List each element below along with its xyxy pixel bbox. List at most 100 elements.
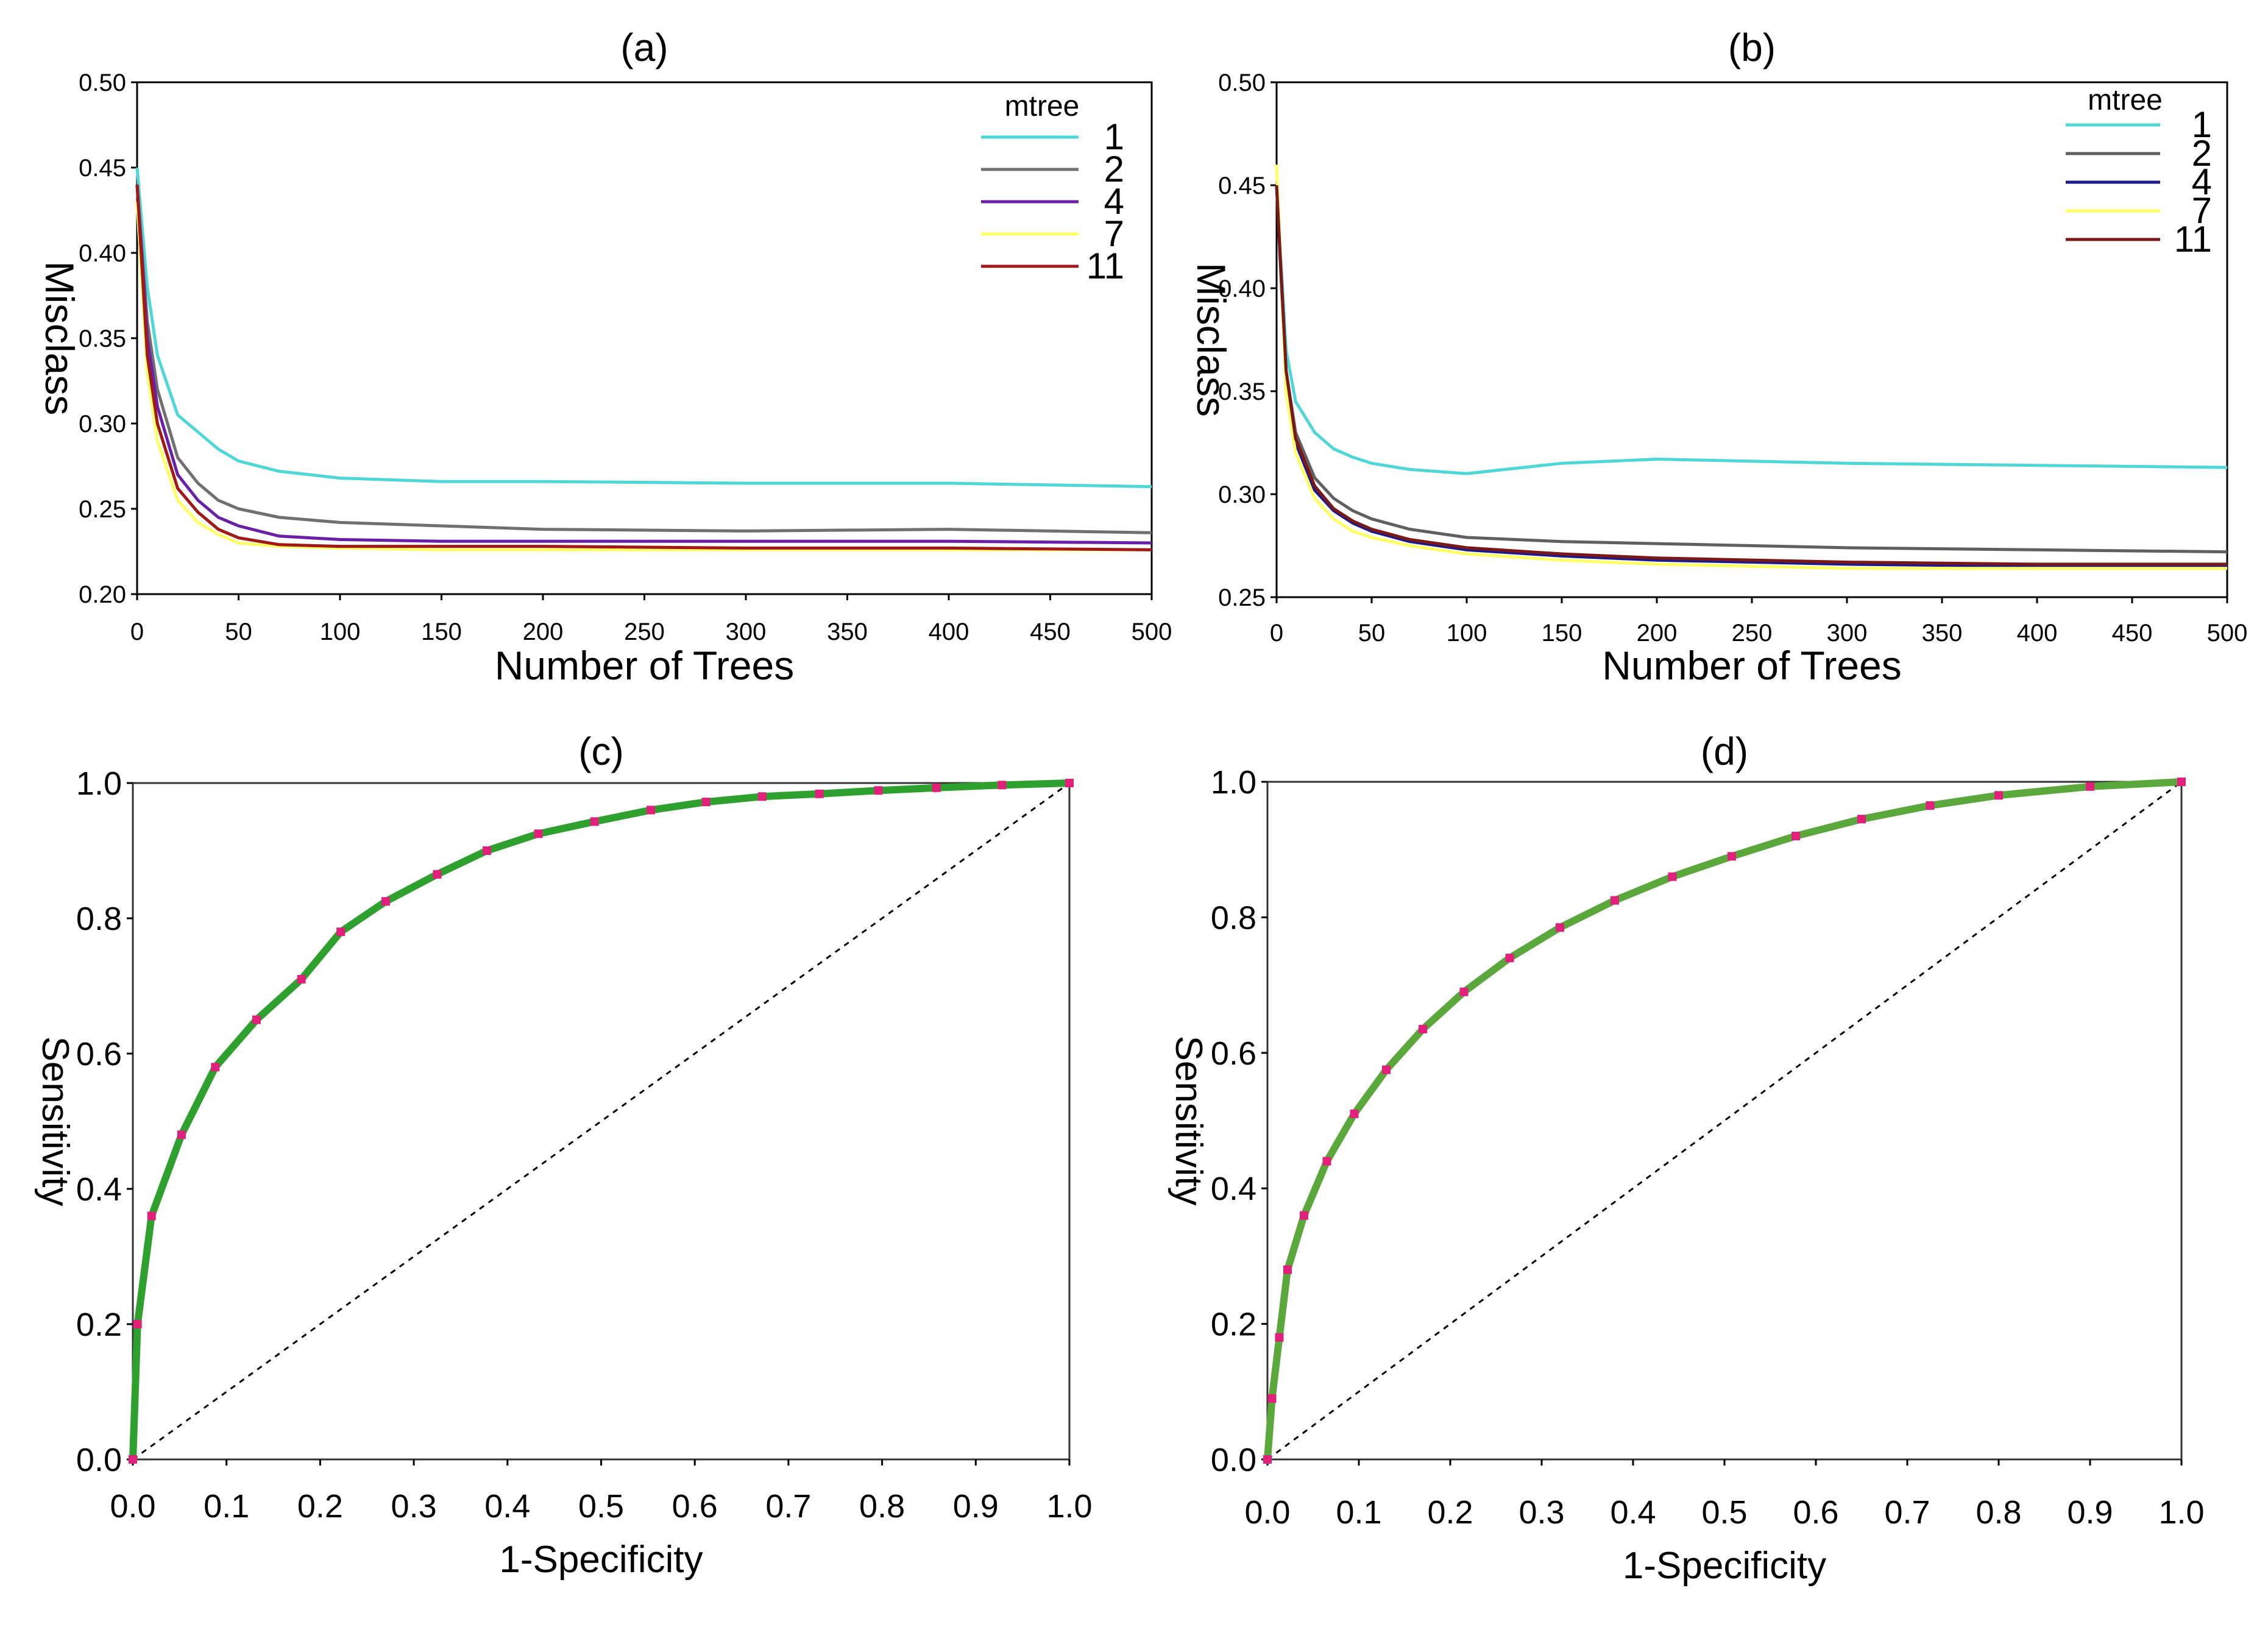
roc-point-marker: [1267, 1394, 1277, 1403]
x-tick-label: 150: [1542, 620, 1582, 647]
chart-title: (a): [620, 26, 668, 69]
chart-title: (d): [1701, 729, 1748, 773]
panel-d: (d) 0.0 0.1 0.2 0.3 0.4 0.5 0.6 0.7 0.8 0.9 1.0 0.0 0…: [1168, 729, 2205, 1587]
x-tick-label: 300: [1827, 620, 1868, 647]
x-tick-label: 0.7: [1884, 1494, 1930, 1531]
x-tick-label: 0.3: [391, 1488, 437, 1525]
roc-point-marker: [1611, 896, 1619, 905]
x-tick-label: 250: [1732, 620, 1773, 647]
roc-point-marker: [534, 829, 543, 838]
series-line-7: [1275, 165, 2227, 570]
x-tick-label: 0.2: [1427, 1494, 1473, 1531]
x-tick-label: 0: [130, 619, 144, 645]
x-tick-label: 350: [827, 619, 868, 645]
series-line-4: [135, 184, 1152, 545]
roc-point-marker: [1275, 1333, 1284, 1342]
roc-point-marker: [998, 781, 1007, 790]
x-tick-label: 0.6: [672, 1488, 718, 1525]
series-line-7: [135, 201, 1152, 551]
roc-point-marker: [1668, 872, 1677, 881]
roc-point-marker: [211, 1063, 220, 1072]
chart-title: (b): [1728, 26, 1776, 69]
y-axis-label: Misclass: [1189, 263, 1234, 417]
y-tick-label: 0.30: [1218, 481, 1266, 508]
y-tick-label: 0.35: [1218, 378, 1266, 405]
y-axis-label: Sensitivity: [34, 1036, 76, 1206]
roc-point-marker: [129, 1455, 137, 1464]
y-tick-label: 0.6: [76, 1036, 122, 1072]
x-tick-label: 0.2: [297, 1488, 343, 1525]
series-line-4: [1275, 185, 2227, 568]
x-tick-label: 350: [1922, 620, 1963, 647]
roc-point-marker: [932, 783, 941, 792]
y-tick-label: 0.25: [1218, 584, 1266, 611]
x-tick-label: 400: [2017, 620, 2058, 647]
roc-point-marker: [1263, 1455, 1272, 1464]
x-tick-label: 0.0: [1244, 1494, 1290, 1531]
series-line-1: [1275, 185, 2228, 475]
y-tick-label: 0.50: [79, 69, 126, 96]
y-tick-label: 0.8: [76, 901, 122, 937]
roc-point-marker: [433, 870, 442, 879]
x-tick-label: 200: [1637, 620, 1678, 647]
legend-entry: 4: [1104, 181, 1124, 222]
legend-title: mtree: [1005, 90, 1080, 122]
x-tick-label: 0.3: [1518, 1494, 1564, 1531]
roc-point-marker: [177, 1130, 186, 1140]
y-tick-label: 1.0: [76, 765, 122, 802]
x-tick-label: 500: [1132, 619, 1172, 645]
x-tick-label: 0.9: [2067, 1494, 2113, 1531]
panel-b: (b) 0 50 100 150 200 250 300 350 400 450 500 0.25 0.3…: [1189, 26, 2247, 688]
x-tick-label: 1.0: [2158, 1494, 2204, 1531]
roc-point-marker: [1556, 923, 1564, 932]
roc-point-marker: [874, 786, 883, 795]
roc-point-marker: [1728, 852, 1736, 861]
roc-point-marker: [1926, 801, 1935, 810]
roc-point-marker: [147, 1211, 156, 1221]
roc-point-marker: [297, 974, 306, 984]
x-tick-label: 0.9: [953, 1488, 999, 1525]
x-axis-label: Number of Trees: [1602, 643, 1902, 688]
roc-point-marker: [701, 798, 711, 807]
x-axis-label: 1-Specificity: [499, 1539, 703, 1581]
legend-entry: 4: [2192, 161, 2212, 202]
x-tick-label: 450: [1030, 619, 1071, 645]
roc-point-marker: [1350, 1109, 1359, 1118]
legend-entry: 11: [1086, 246, 1124, 286]
series-line-11: [1275, 185, 2227, 566]
x-tick-label: 0.6: [1793, 1494, 1838, 1531]
legend-entry: 2: [2192, 133, 2212, 174]
roc-point-marker: [1857, 815, 1866, 824]
roc-point-marker: [133, 1320, 142, 1328]
legend-title: mtree: [2088, 84, 2163, 116]
y-tick-label: 0.20: [79, 581, 126, 608]
roc-point-marker: [2086, 782, 2094, 791]
legend-entry: 1: [2192, 104, 2212, 145]
legend-entry: 1: [1104, 116, 1124, 157]
series-line-11: [135, 184, 1152, 551]
x-tick-label: 0: [1270, 620, 1283, 647]
y-tick-label: 0.40: [1218, 275, 1266, 302]
x-tick-label: 200: [523, 619, 564, 645]
panel-a: (a) 0 50 100 150 200 250 300 350 400 450 500 0.20 0.2…: [37, 26, 1172, 688]
legend-entry: 2: [1104, 149, 1124, 190]
x-tick-label: 0.5: [1701, 1494, 1747, 1531]
x-tick-label: 0.4: [484, 1488, 530, 1525]
series-line-2: [1275, 185, 2228, 554]
roc-point-marker: [646, 806, 655, 815]
x-tick-label: 250: [624, 619, 665, 645]
y-tick-label: 0.8: [1211, 899, 1256, 936]
roc-point-marker: [1065, 779, 1074, 787]
y-axis-label: Sensitivity: [1168, 1035, 1210, 1205]
roc-point-marker: [1322, 1157, 1331, 1166]
y-tick-label: 0.40: [79, 240, 126, 267]
y-tick-label: 0.0: [1211, 1442, 1256, 1478]
y-axis-label: Misclass: [37, 261, 82, 415]
x-tick-label: 0.4: [1610, 1494, 1656, 1531]
x-tick-label: 400: [929, 619, 969, 645]
y-tick-label: 0.50: [1218, 69, 1266, 96]
y-tick-label: 0.4: [1211, 1171, 1256, 1207]
x-tick-label: 0.1: [204, 1488, 249, 1525]
roc-point-marker: [336, 927, 346, 937]
legend-entry: 7: [2192, 190, 2212, 231]
